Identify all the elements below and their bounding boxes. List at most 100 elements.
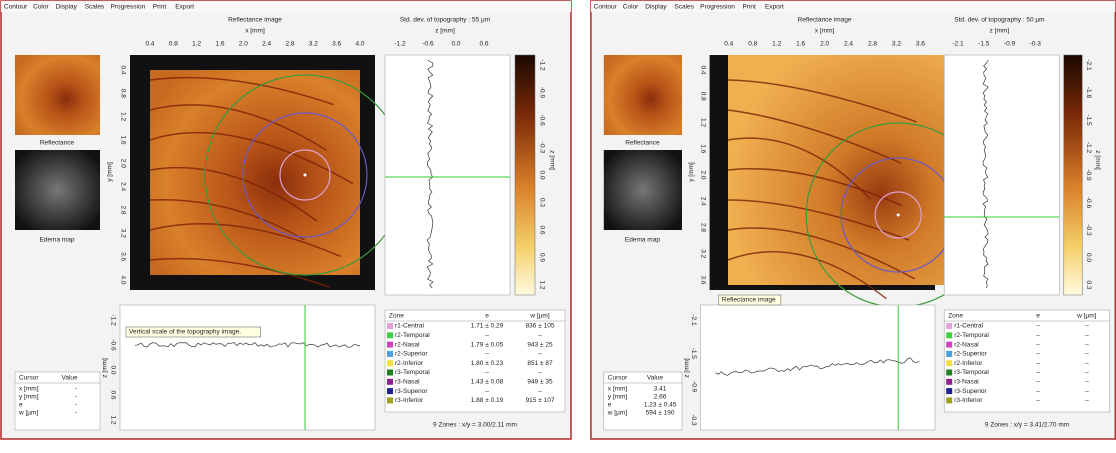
x-tick-label: 3.2 [892,41,901,48]
z-tick-label: -2.1 [952,41,964,48]
zones-footer: 9 Zones : x/y = 3.00/2.11 mm [433,422,517,429]
menu-item[interactable]: Print [742,4,756,11]
y-tick-label: 1.2 [119,112,126,121]
menu-item[interactable]: Display [645,4,667,11]
profile-axis-label: z [mm] [683,358,690,378]
menu-item[interactable]: Scales [85,4,105,11]
table-cell: -- [1036,369,1040,376]
x-tick-label: 2.4 [262,41,271,48]
table-cell: 915 ± 107 [526,397,555,404]
x-tick-label: 3.2 [309,41,318,48]
menu-item[interactable]: Scales [674,4,694,11]
table-cell: r2-Inferior [395,360,424,367]
profile-tick-label: 1.2 [109,415,116,424]
y-tick-label: 3.6 [699,275,706,284]
table-cell: 836 ± 105 [526,323,555,330]
thumbnail-edema [604,150,682,230]
table-cell: -- [1085,369,1089,376]
profile-tick-label: -0.9 [690,381,697,393]
menu-item[interactable]: Export [175,4,194,11]
y-tick-label: 2.4 [119,182,126,191]
table-cell: -- [1085,323,1089,330]
table-cell: r3-Superior [395,388,428,395]
table-cell: r2-Nasal [395,341,420,348]
table-header: Zone [389,313,404,320]
menu-item[interactable]: Export [765,4,784,11]
table-header: e [1036,313,1040,320]
x-tick-label: 1.6 [215,41,224,48]
colorbar-tick-label: 0.3 [538,198,545,207]
table-cell: 1.43 ± 0.08 [471,379,504,386]
table-cell: -- [538,369,542,376]
menu-item[interactable]: Color [33,4,49,11]
zone-swatch [387,397,393,403]
center-marker [304,174,307,177]
colorbar-tick-label: -0.6 [538,114,545,126]
z-tick-label: -0.6 [422,41,434,48]
table-cell: y [mm] [19,394,39,401]
profile-axis-label: z [mm] [102,358,109,378]
image-title: Reflectance image [798,17,852,24]
table-cell: -- [1036,323,1040,330]
table-cell: r2-Temporal [954,332,989,339]
x-tick-label: 2.0 [239,41,248,48]
table-cell: -- [1085,360,1089,367]
table-cell: r1-Central [954,323,983,330]
menu-item[interactable]: Print [153,4,167,11]
y-tick-label: 3.2 [699,249,706,258]
zone-swatch [946,351,952,357]
x-tick-label: 4.0 [355,41,364,48]
vertical-profile [385,55,510,295]
menu-item[interactable]: Progression [111,4,146,11]
x-tick-label: 3.6 [916,41,925,48]
x-tick-label: 1.6 [796,41,805,48]
menu-item[interactable]: Contour [4,4,28,11]
table-header: Cursor [608,375,628,382]
zone-swatch [946,370,952,376]
table-cell: 851 ± 87 [527,360,553,367]
y-tick-label: 0.4 [119,65,126,74]
zone-swatch [946,342,952,348]
zone-swatch [946,323,952,329]
x-tick-label: 3.6 [332,41,341,48]
table-cell: r3-Superior [954,388,987,395]
profile-tick-label: 0.6 [109,390,116,399]
thumbnail-label: Reflectance [625,140,660,147]
menu-item[interactable]: Progression [700,4,735,11]
thumbnail-label: Edema map [625,237,660,244]
colorbar-tick-label: 1.2 [538,280,545,289]
zone-swatch [387,342,393,348]
profile-tick-label: -1.2 [109,314,116,326]
zones-footer: 9 Zones : x/y = 3.41/2.70 mm [985,422,1069,429]
table-cell: y [mm] [608,394,628,401]
x-tick-label: 0.4 [724,41,733,48]
x-tick-label: 2.0 [820,41,829,48]
colorbar-tick-label: -1.8 [1085,87,1092,99]
z-axis-label: z [mm] [435,28,455,35]
colorbar-tick-label: -0.9 [538,87,545,99]
menu-item[interactable]: Display [56,4,78,11]
profile-tick-label: -2.1 [690,314,697,326]
table-cell: 1.88 ± 0.19 [471,397,504,404]
colorbar-tick-label: 0.9 [538,253,545,262]
table-cell: x [mm] [608,386,628,393]
x-tick-label: 1.2 [192,41,201,48]
table-cell: w [µm] [607,410,627,417]
menu-item[interactable]: Color [623,4,639,11]
zone-swatch [946,397,952,403]
table-cell: - [75,402,77,409]
profile-tick-label: -1.5 [690,348,697,360]
y-tick-label: 2.8 [119,205,126,214]
y-tick-label: 0.8 [699,92,706,101]
zone-swatch [946,388,952,394]
z-tick-label: 0.0 [451,41,460,48]
colorbar-tick-label: 0.6 [538,225,545,234]
table-header: Value [62,375,79,382]
z-axis-label: z [mm] [990,28,1010,35]
table-cell: -- [538,351,542,358]
vertical-profile [944,55,1059,295]
menu-item[interactable]: Contour [594,4,618,11]
profile-tick-label: -0.3 [690,414,697,426]
zone-swatch [946,379,952,385]
zone-swatch [387,388,393,394]
